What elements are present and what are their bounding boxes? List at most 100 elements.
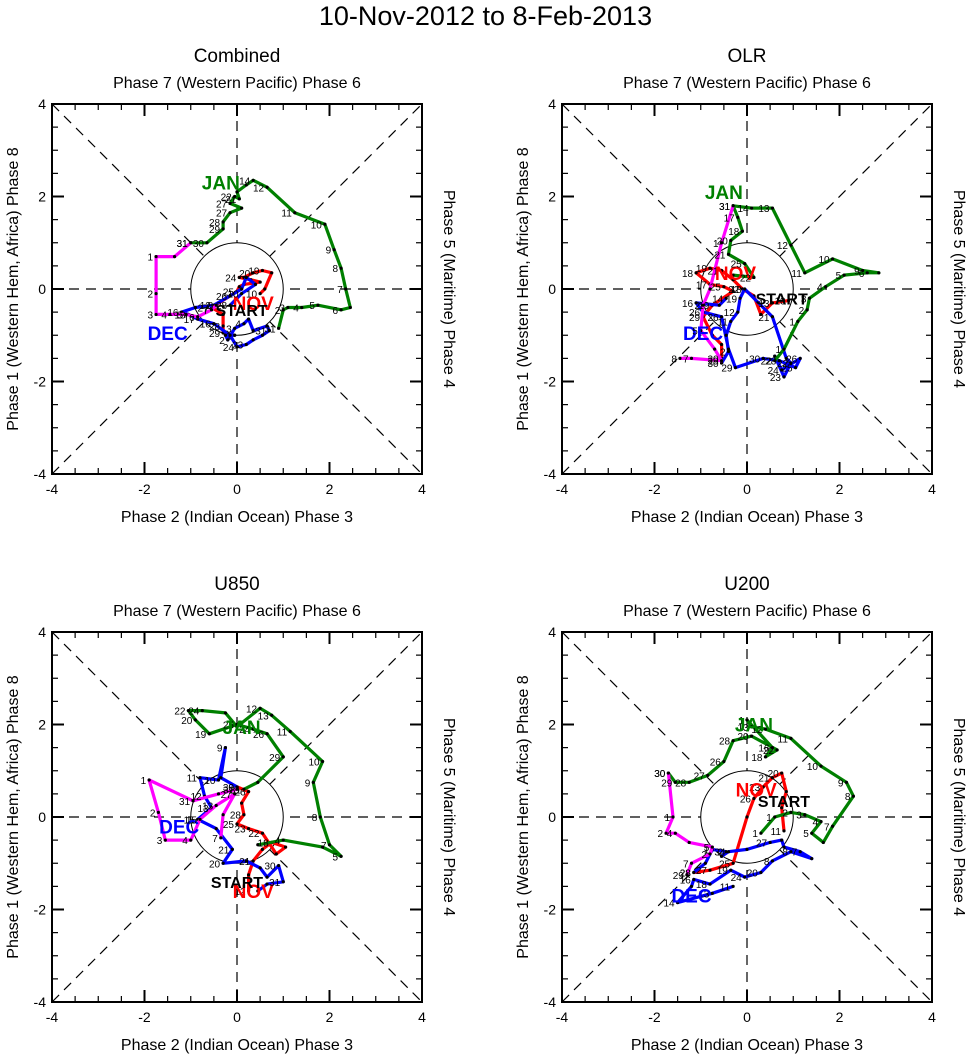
day-label: 22 [763,746,775,757]
data-point [260,831,265,835]
day-label: 12 [234,887,246,898]
day-label: 31 [719,202,731,213]
day-label: 12 [724,308,736,319]
x-tick-label: -2 [648,481,661,497]
data-point [311,780,315,784]
day-label: 22 [761,357,773,368]
data-point [244,342,248,347]
day-label: 15 [184,815,196,826]
day-label: 30 [707,359,719,370]
day-label: 7 [824,822,830,833]
x-tick-label: 0 [743,1009,751,1025]
data-point [209,308,214,312]
day-label: 16 [758,744,770,755]
data-point [773,354,777,358]
data-point [865,271,869,275]
data-point [770,206,775,210]
day-label: 28 [209,322,221,333]
y-tick-label: -4 [34,466,47,482]
data-point [796,319,800,323]
data-point [189,241,193,245]
start-label: START [216,303,268,320]
data-point [235,785,239,789]
data-point [768,840,772,845]
data-point [729,868,733,872]
x-tick-label: -2 [138,481,151,497]
day-label: 7 [203,306,209,317]
data-point [830,257,835,261]
day-label: 3 [157,836,163,847]
data-point [251,329,255,333]
panel-u200: U200 Phase 7 (Western Pacific) Phase 6 Pha… [515,574,967,1054]
day-label: 21 [239,857,251,868]
month-label: JAN [202,174,240,195]
y-tick-label: -4 [544,994,557,1010]
day-label: 25 [781,364,793,375]
day-label: 30 [265,862,277,873]
day-label: 4 [293,304,299,315]
left-axis-label: Phase 1 (Western Hem, Africa) Phase 8 [5,675,22,958]
data-point [731,273,735,277]
data-point [327,843,332,847]
data-point [687,780,691,784]
data-point [685,873,689,877]
data-point [235,787,239,791]
data-point [223,746,228,750]
month-label: NOV [233,882,275,903]
panel-combined: Combined Phase 7 (Western Pacific) Phase … [5,46,457,526]
data-point [726,850,731,854]
data-point [782,375,786,379]
day-label: 27 [756,838,768,849]
data-point [228,294,232,298]
data-point [300,305,304,310]
data-point [810,831,814,835]
day-label: 29 [721,364,733,375]
data-point [233,326,237,330]
day-label: 26 [253,730,265,741]
day-label: 29 [269,753,281,764]
data-point [784,356,788,360]
data-point [787,298,791,303]
day-label: 23 [234,825,246,836]
data-point [692,870,696,875]
data-point [228,303,232,307]
day-label: 20 [181,716,193,727]
data-point [233,792,237,796]
data-point [710,891,714,895]
day-label: 28 [680,869,692,880]
data-point [830,824,835,828]
day-label: 31 [719,202,731,213]
data-point [258,280,262,284]
data-point [265,732,269,736]
data-point [260,268,265,273]
data-point [673,780,677,784]
x-tick-label: 0 [233,1009,241,1025]
data-point [770,315,775,319]
data-point [216,792,221,796]
data-point [807,296,812,300]
day-label: 9 [838,778,844,789]
y-tick-label: -4 [544,466,557,482]
day-label: 10 [246,290,258,301]
day-label: 27 [694,771,706,782]
data-point [281,308,285,312]
data-point [251,859,255,863]
data-point [729,319,733,323]
data-point [256,889,260,893]
day-label: 24 [731,873,743,884]
day-label: 19 [195,730,207,741]
x-tick-label: -2 [138,1009,151,1025]
day-label: 30 [193,239,205,250]
data-point [722,759,726,764]
data-point [731,739,735,743]
data-point [780,368,784,372]
data-point [819,820,823,824]
month-label: NOV [715,264,757,285]
day-label: 4 [817,283,823,294]
day-label: 9 [326,246,332,257]
day-label: 11 [281,209,292,220]
data-point [193,305,197,310]
day-label: 8 [208,301,214,312]
day-label: 23 [749,783,761,794]
month-label: DEC [671,887,711,908]
